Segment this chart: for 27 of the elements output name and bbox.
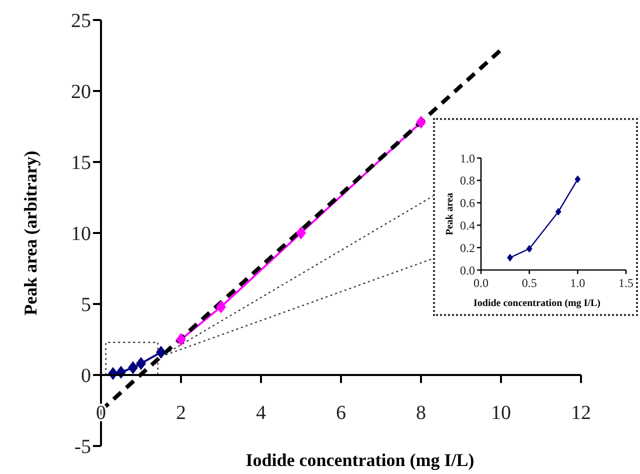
y-tick-label: 5 bbox=[81, 294, 91, 316]
y-tick-label: 0 bbox=[81, 365, 91, 388]
x-axis-title: Iodide concentration (mg I/L) bbox=[246, 450, 474, 470]
y-tick-label: 20 bbox=[71, 81, 91, 104]
y-tick-label: 0.4 bbox=[460, 218, 475, 232]
y-tick-label: 15 bbox=[71, 152, 91, 174]
x-axis-title: Iodide concentration (mg I/L) bbox=[474, 298, 600, 309]
x-tick-label: 4 bbox=[256, 402, 266, 424]
y-tick-label: 10 bbox=[71, 223, 91, 246]
y-axis-title: Peak area bbox=[444, 192, 456, 236]
x-tick-label: 0.0 bbox=[474, 276, 488, 290]
x-tick-label: 2 bbox=[176, 402, 186, 424]
y-tick-label: 0.2 bbox=[460, 240, 475, 255]
y-tick-label: 1.0 bbox=[460, 151, 475, 166]
x-tick-label: 12 bbox=[571, 402, 591, 424]
x-tick-label: 8 bbox=[416, 402, 426, 424]
y-axis-title: Peak area (arbitrary) bbox=[20, 150, 40, 316]
y-tick-label: 0.8 bbox=[460, 174, 475, 188]
y-tick-label: 25 bbox=[71, 10, 91, 32]
y-tick-label: 0.6 bbox=[460, 196, 475, 210]
y-tick-label: -5 bbox=[74, 436, 91, 458]
x-tick-label: 1.5 bbox=[618, 276, 634, 290]
x-tick-label: 0.5 bbox=[522, 276, 537, 290]
x-tick-label: 6 bbox=[336, 402, 346, 424]
x-tick-label: 10 bbox=[491, 402, 511, 424]
y-tick-label: 0.0 bbox=[460, 263, 475, 278]
x-tick-label: 1.0 bbox=[570, 276, 586, 290]
